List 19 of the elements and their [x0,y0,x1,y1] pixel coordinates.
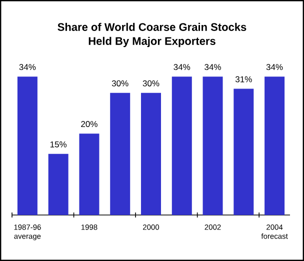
data-label: 31% [235,76,252,82]
data-label: 15% [50,141,67,148]
bar [202,76,223,215]
bar [79,134,100,215]
bar [17,76,38,215]
bar [234,88,254,215]
data-label: 20% [81,121,98,128]
bar [48,154,68,215]
data-label: 34% [174,64,190,70]
bar [110,92,130,215]
data-label: 34% [19,64,36,70]
chart-title: Share of World Coarse Grain Stocks Held By Major Exporters [58,22,246,48]
bar [264,76,285,215]
bar [141,92,161,215]
data-label: 30% [112,80,128,86]
bar [172,76,192,215]
data-label: 34% [266,64,283,70]
data-label: 34% [204,64,221,70]
data-label: 30% [142,80,160,86]
